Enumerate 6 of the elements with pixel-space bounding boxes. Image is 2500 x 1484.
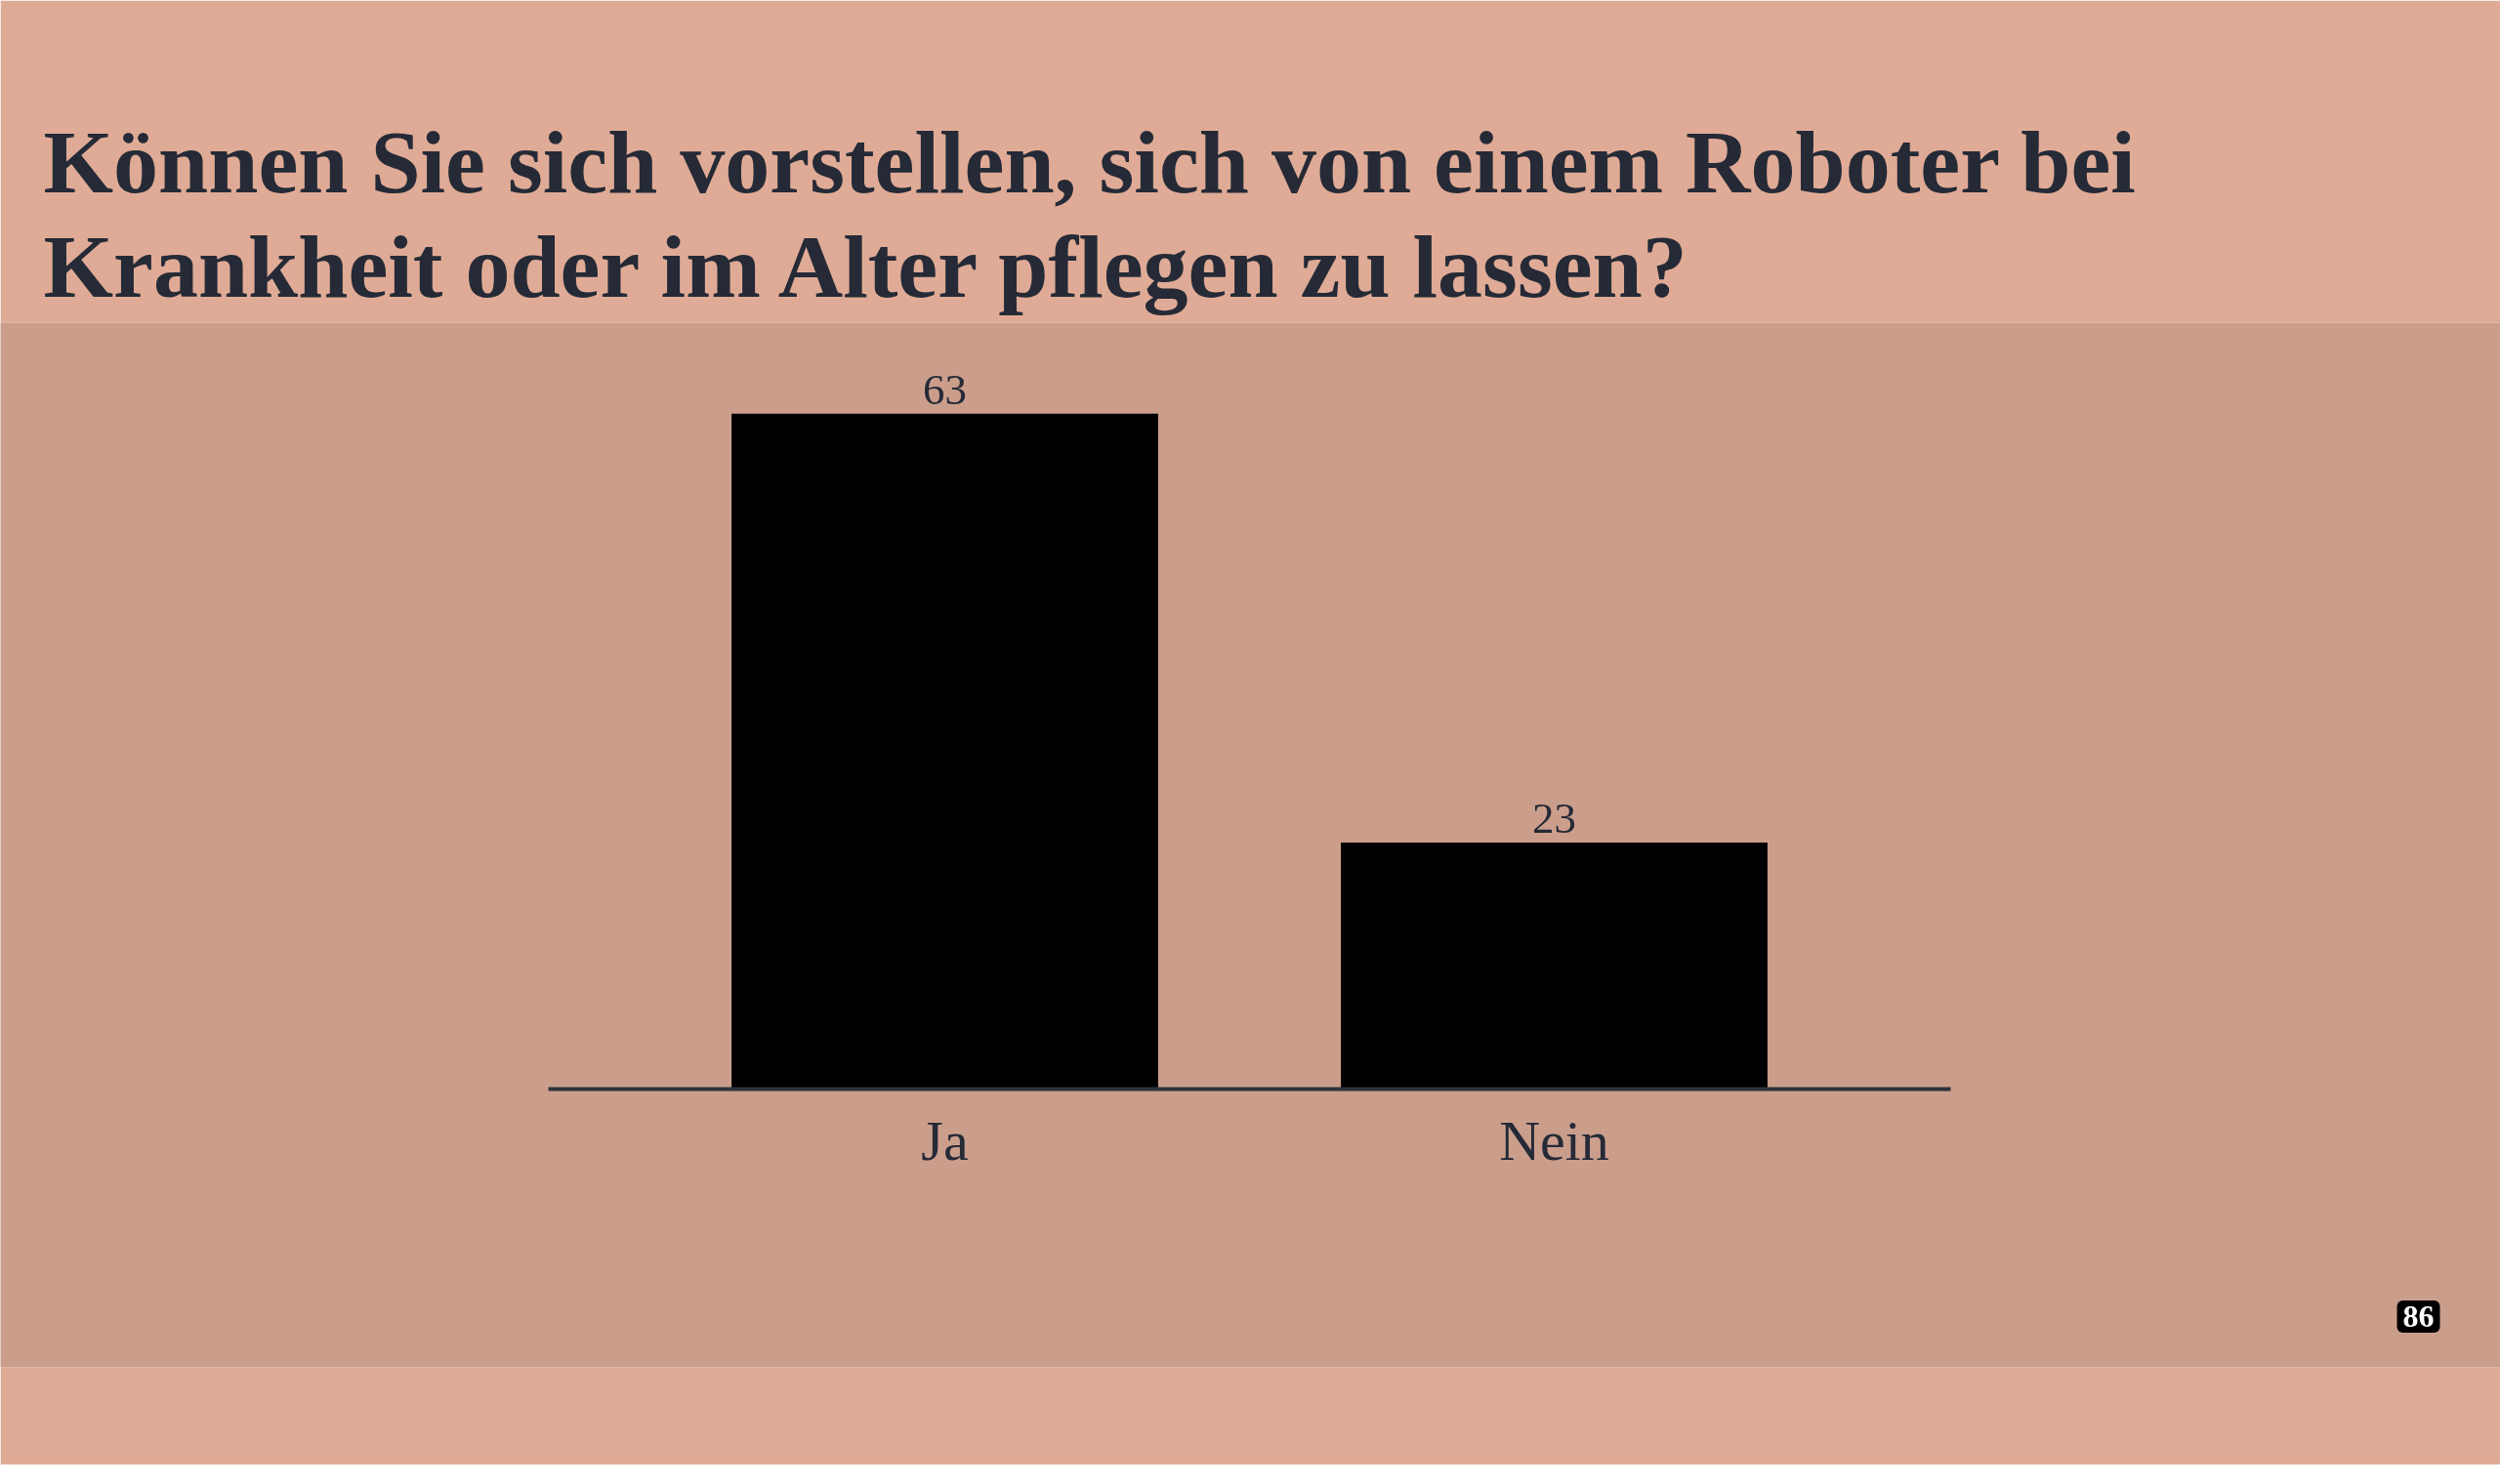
text: 86	[2402, 1298, 2435, 1334]
chart-title: Können Sie sich vorstellen, sich von einem Roboter bei Krankheit oder im Alter pflegen zu lassen?	[43, 111, 2136, 316]
x-tick-label: Nein	[1499, 1108, 1609, 1173]
data-label: 23	[1532, 794, 1576, 843]
x-tick-label: Ja	[921, 1108, 969, 1173]
data-label: 63	[923, 364, 967, 414]
